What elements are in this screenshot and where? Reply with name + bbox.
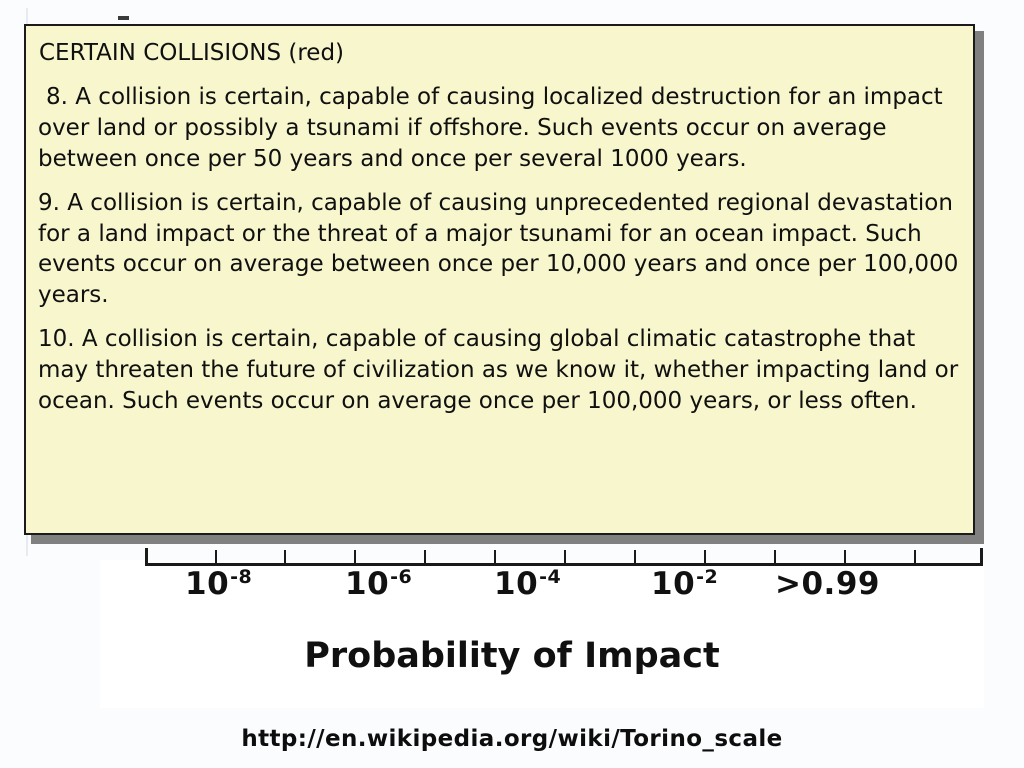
x-axis-tick-label: 10-4 xyxy=(494,566,561,602)
x-axis-tick-label: >0.99 xyxy=(775,566,880,602)
x-axis-title: Probability of Impact xyxy=(304,636,720,676)
x-axis-tick xyxy=(354,550,356,566)
source-url-caption: http://en.wikipedia.org/wiki/Torino_scal… xyxy=(241,726,783,752)
tick-mantissa: 10 xyxy=(345,566,390,602)
top-tick-mark xyxy=(118,16,129,20)
x-axis-tick xyxy=(494,550,496,566)
tooltip-title: CERTAIN COLLISIONS (red) xyxy=(39,40,345,66)
tooltip-paragraph-10: 10. A collision is certain, capable of c… xyxy=(38,326,959,414)
x-axis-tick xyxy=(774,550,776,566)
x-axis-tick xyxy=(634,550,636,566)
x-axis-tick xyxy=(215,550,217,566)
x-axis-tick-label: 10-6 xyxy=(345,566,412,602)
x-axis-tick-label: 10-2 xyxy=(651,566,718,602)
tick-exponent: -6 xyxy=(390,565,413,588)
x-axis-tick xyxy=(284,550,286,566)
chart-plot-panel xyxy=(100,560,984,708)
tooltip-paragraph-9: 9. A collision is certain, capable of ca… xyxy=(38,190,959,308)
tooltip-paragraph-8: 8. A collision is certain, capable of ca… xyxy=(38,84,943,172)
tick-exponent: -8 xyxy=(230,565,253,588)
x-axis-tick-labels: 10-8 10-6 10-4 10-2 >0.99 xyxy=(0,566,1024,620)
x-axis-tick-label: 10-8 xyxy=(185,566,252,602)
x-axis-tick xyxy=(424,550,426,566)
x-axis-tick xyxy=(980,548,983,566)
x-axis-tick xyxy=(145,548,148,566)
tick-mantissa: 10 xyxy=(494,566,539,602)
tooltip-popup[interactable]: CERTAIN COLLISIONS (red) 8. A collision … xyxy=(24,24,975,535)
x-axis-tick xyxy=(914,550,916,566)
x-axis-tick xyxy=(844,550,846,566)
tick-exponent: -4 xyxy=(539,565,562,588)
x-axis-tick xyxy=(704,550,706,566)
tick-exponent: -2 xyxy=(696,565,719,588)
tick-mantissa: 10 xyxy=(651,566,696,602)
x-axis xyxy=(145,548,983,566)
x-axis-tick xyxy=(564,550,566,566)
tick-mantissa: 10 xyxy=(185,566,230,602)
